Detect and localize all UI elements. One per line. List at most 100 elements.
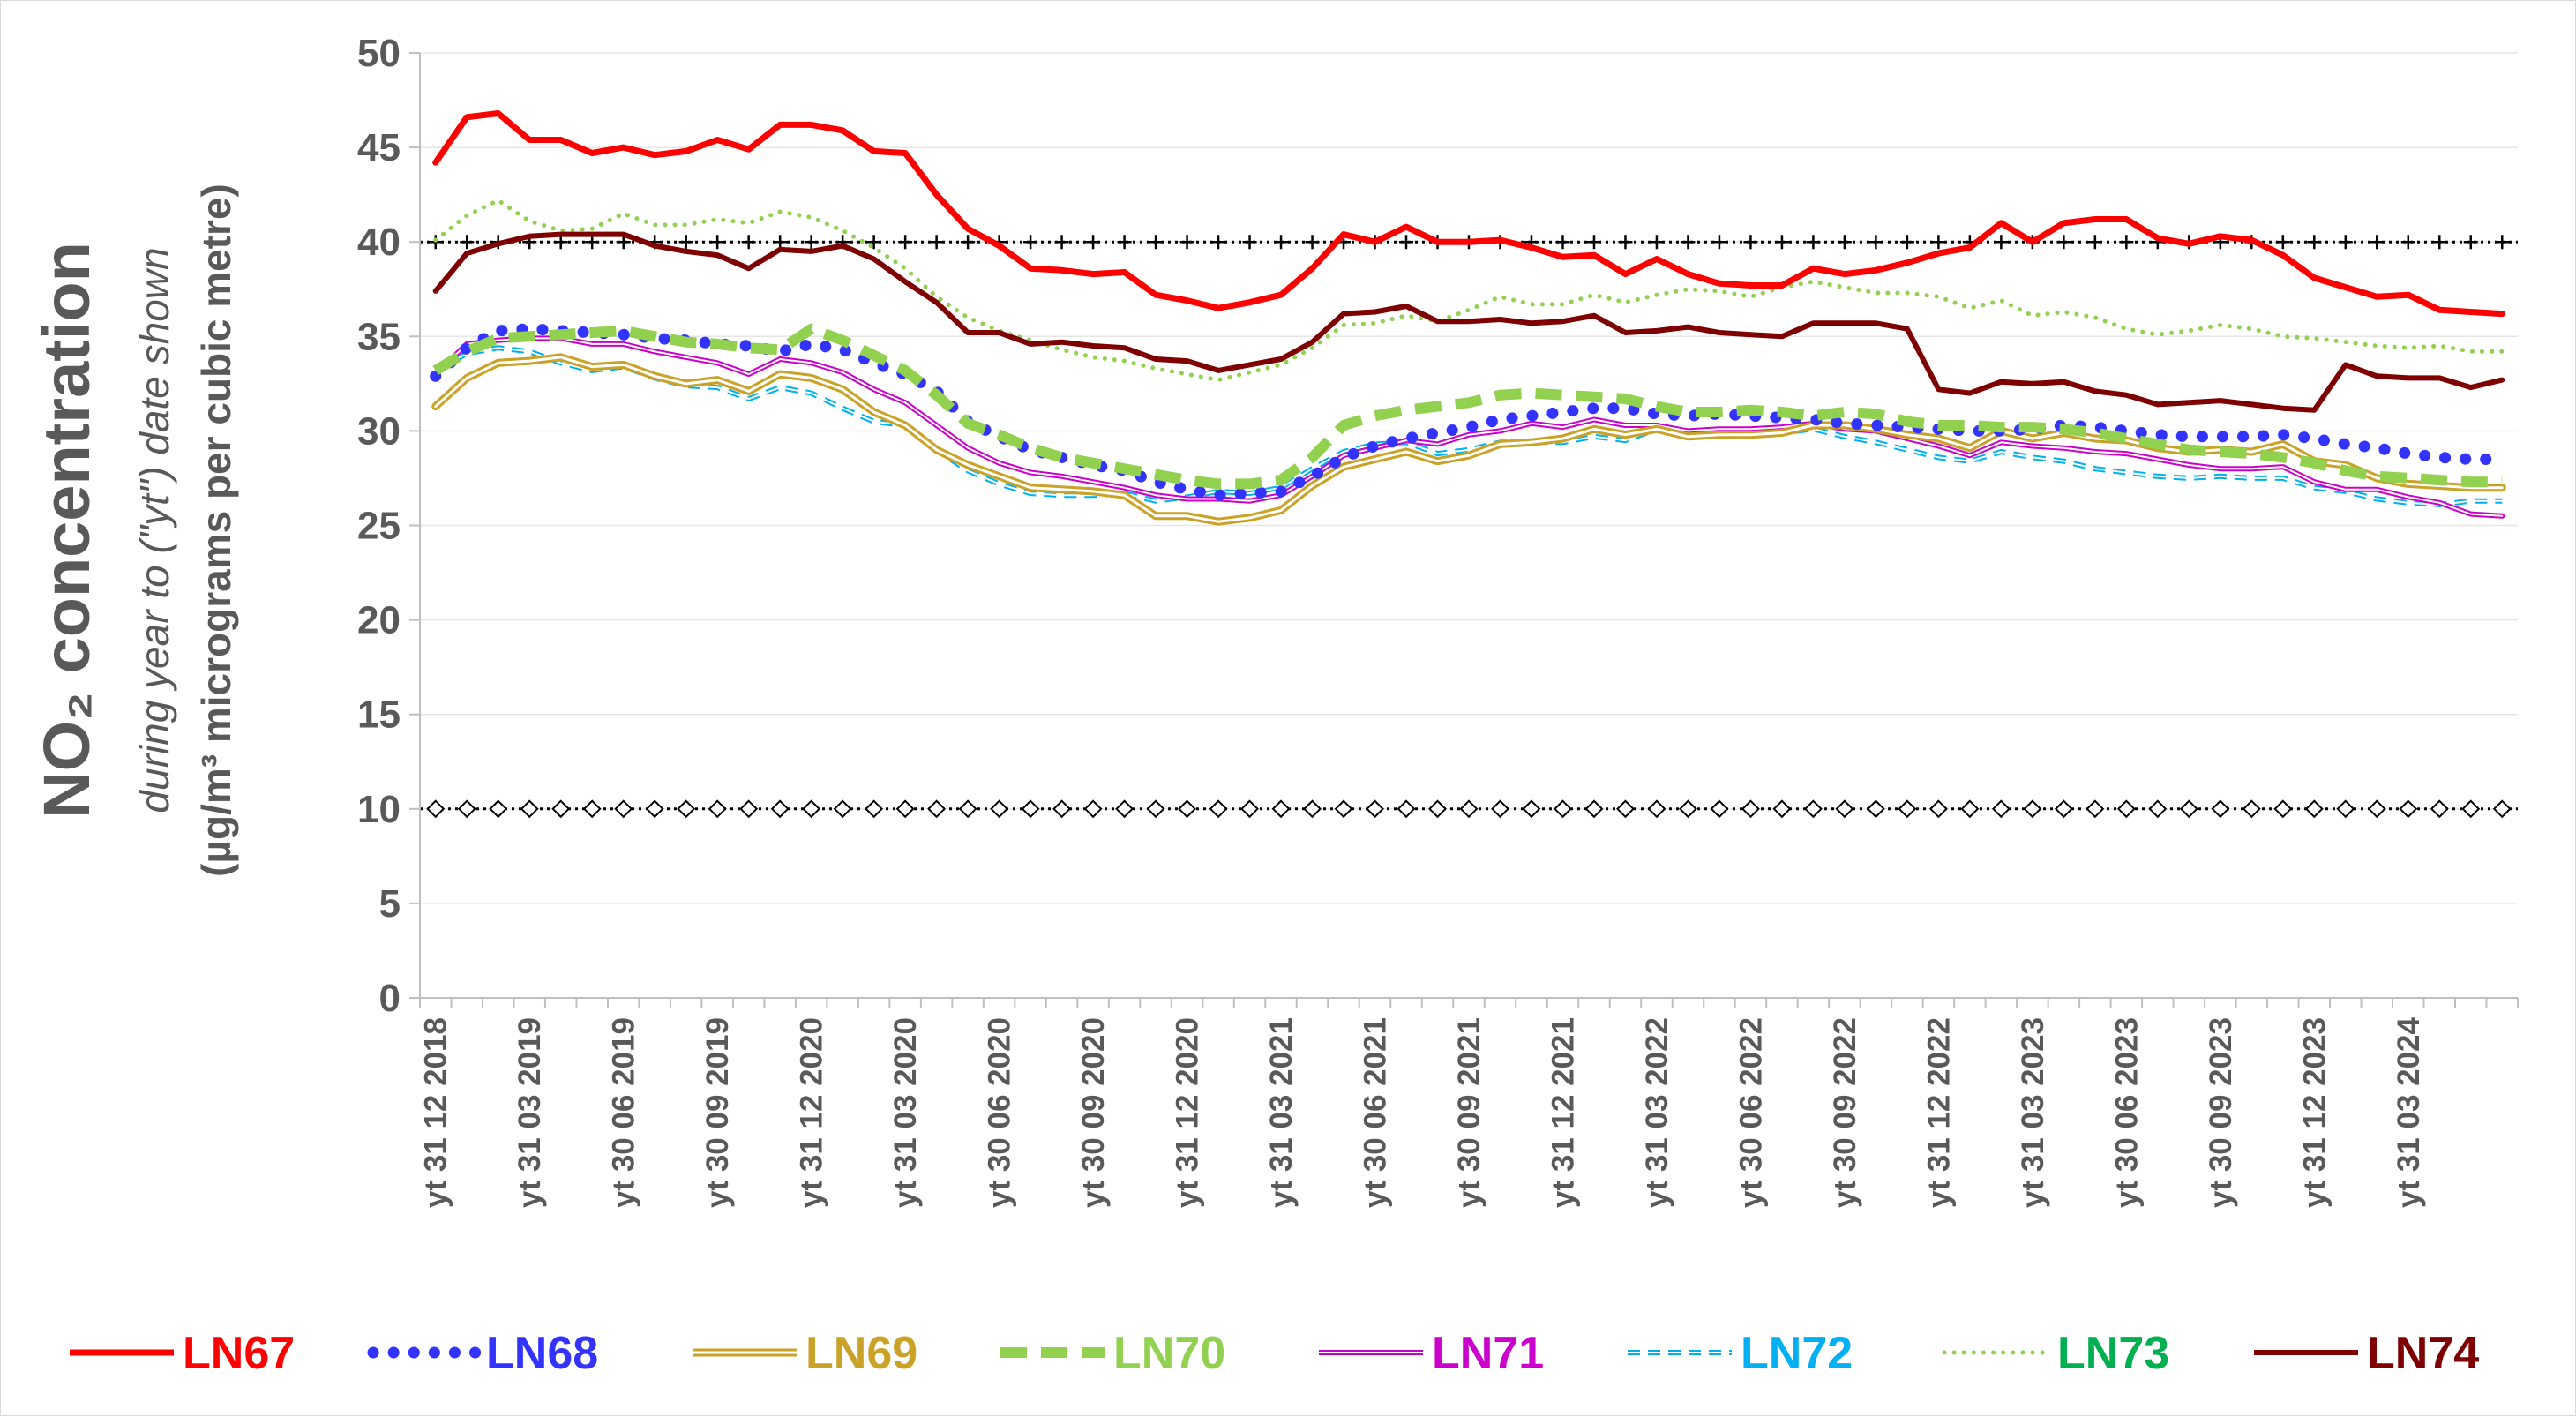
legend-label-ln70: LN70 <box>1113 1328 1225 1379</box>
plus-marker <box>1117 235 1132 250</box>
plus-marker <box>2087 235 2102 250</box>
diamond-marker <box>1459 799 1479 819</box>
diamond-marker <box>2461 799 2481 819</box>
plus-marker <box>1242 235 1257 250</box>
plus-marker <box>1618 235 1633 250</box>
diamond-marker <box>1522 799 1541 819</box>
x-tick-label: yt 31 03 2024 <box>2392 1016 2426 1208</box>
diamond-marker <box>1052 799 1072 819</box>
x-tick-label: yt 31 12 2020 <box>795 1017 829 1208</box>
x-tick-label: yt 30 09 2021 <box>1452 1017 1486 1208</box>
series-line-ln73 <box>433 198 2505 383</box>
diamond-marker <box>1835 799 1854 819</box>
y-tick-label: 5 <box>379 882 401 926</box>
diamond-marker <box>2179 799 2198 819</box>
x-tick-label: yt 30 06 2020 <box>983 1017 1017 1208</box>
plus-marker <box>2307 235 2322 250</box>
x-tick-label: yt 31 03 2021 <box>1264 1017 1299 1208</box>
x-tick-label: yt 30 06 2022 <box>1734 1017 1768 1208</box>
plus-marker <box>2275 235 2290 250</box>
diamond-marker <box>770 799 790 819</box>
diamond-marker <box>708 799 727 819</box>
diamond-marker <box>2492 799 2512 819</box>
legend-label-ln68: LN68 <box>486 1328 598 1379</box>
legend: LN67 LN68 LN69 LN70 LN71 LN72 LN73 LN74 <box>70 1328 2479 1379</box>
y-axis-title: NO₂ concentration during year to ("yt") … <box>30 184 239 877</box>
x-tick-labels: yt 31 12 2018 yt 31 03 2019 yt 30 06 2019 y… <box>419 1016 2426 1208</box>
y-tick-label: 20 <box>357 599 401 642</box>
diamond-marker <box>645 799 664 819</box>
y-tick-labels: 0 5 10 15 20 25 30 35 40 45 50 <box>357 32 401 1020</box>
y-tick-label: 15 <box>357 694 401 737</box>
diamond-marker <box>1991 799 2011 819</box>
series-line-ln74 <box>432 231 2505 413</box>
x-tick-label: yt 30 09 2020 <box>1076 1017 1111 1208</box>
plus-marker <box>2400 235 2415 250</box>
plus-marker <box>1806 235 1821 250</box>
y-tick-label: 45 <box>357 126 401 169</box>
x-tick-label: yt 30 09 2022 <box>1828 1017 1862 1208</box>
diamond-marker <box>1866 799 1885 819</box>
plus-marker <box>460 235 475 250</box>
diamond-marker <box>802 799 821 819</box>
plus-marker <box>1649 235 1664 250</box>
x-tick-label: yt 31 03 2020 <box>888 1017 923 1208</box>
diamond-marker <box>1647 799 1666 819</box>
plus-marker <box>1774 235 1789 250</box>
x-tick-label: yt 31 03 2022 <box>1640 1017 1674 1208</box>
diamond-marker <box>1271 799 1291 819</box>
diamond-marker <box>426 799 446 819</box>
x-tick-label: yt 31 03 2019 <box>513 1017 547 1208</box>
diamond-marker <box>1584 799 1604 819</box>
series-line-ln71-inner <box>434 337 2504 517</box>
diamond-marker <box>2430 799 2449 819</box>
y-tick-label: 40 <box>357 221 401 264</box>
plus-marker <box>2432 235 2447 250</box>
diamond-marker <box>1146 799 1165 819</box>
plus-marker <box>2495 235 2510 250</box>
plus-marker <box>1994 235 2009 250</box>
x-tick-label: yt 31 12 2022 <box>1921 1017 1956 1208</box>
plus-marker <box>1586 235 1601 250</box>
plus-marker <box>1931 235 1946 250</box>
legend-label-ln71: LN71 <box>1432 1328 1544 1379</box>
y-tick-label: 25 <box>357 505 401 548</box>
diamond-marker <box>1209 799 1228 819</box>
legend-label-ln69: LN69 <box>805 1328 917 1379</box>
diamond-marker <box>2023 799 2042 819</box>
series-line-ln72-inner <box>435 347 2503 506</box>
series-line-ln68 <box>430 323 2508 501</box>
diamond-marker <box>2054 799 2073 819</box>
diamond-marker <box>2273 799 2293 819</box>
series-line-ln70 <box>432 323 2503 490</box>
diamond-marker <box>489 799 508 819</box>
plus-marker <box>1711 235 1726 250</box>
diamond-marker <box>520 799 539 819</box>
diamond-marker <box>1772 799 1792 819</box>
y-tick-label: 50 <box>357 32 401 75</box>
diamond-marker <box>677 799 696 819</box>
diamond-marker <box>582 799 602 819</box>
series-line-ln67 <box>432 110 2505 318</box>
x-tick-label: yt 30 06 2021 <box>1359 1017 1393 1208</box>
diamond-marker <box>2304 799 2324 819</box>
plus-marker <box>2056 235 2071 250</box>
plus-marker <box>2338 235 2353 250</box>
plus-marker <box>1868 235 1883 250</box>
y-tick-label: 10 <box>357 788 401 831</box>
diamond-marker <box>1366 799 1384 819</box>
series-line-ln69 <box>431 353 2506 526</box>
diamond-marker <box>1428 799 1447 819</box>
diamond-marker <box>2086 799 2105 819</box>
plus-marker <box>585 235 600 250</box>
diamond-marker <box>1741 799 1760 819</box>
plus-marker <box>1837 235 1852 250</box>
diamond-marker <box>895 799 915 819</box>
diamond-marker <box>2367 799 2386 819</box>
x-tick-label: yt 31 12 2023 <box>2297 1017 2332 1208</box>
diamond-marker <box>1397 799 1416 819</box>
diamond-marker <box>2148 799 2168 819</box>
plus-marker <box>1054 235 1069 250</box>
